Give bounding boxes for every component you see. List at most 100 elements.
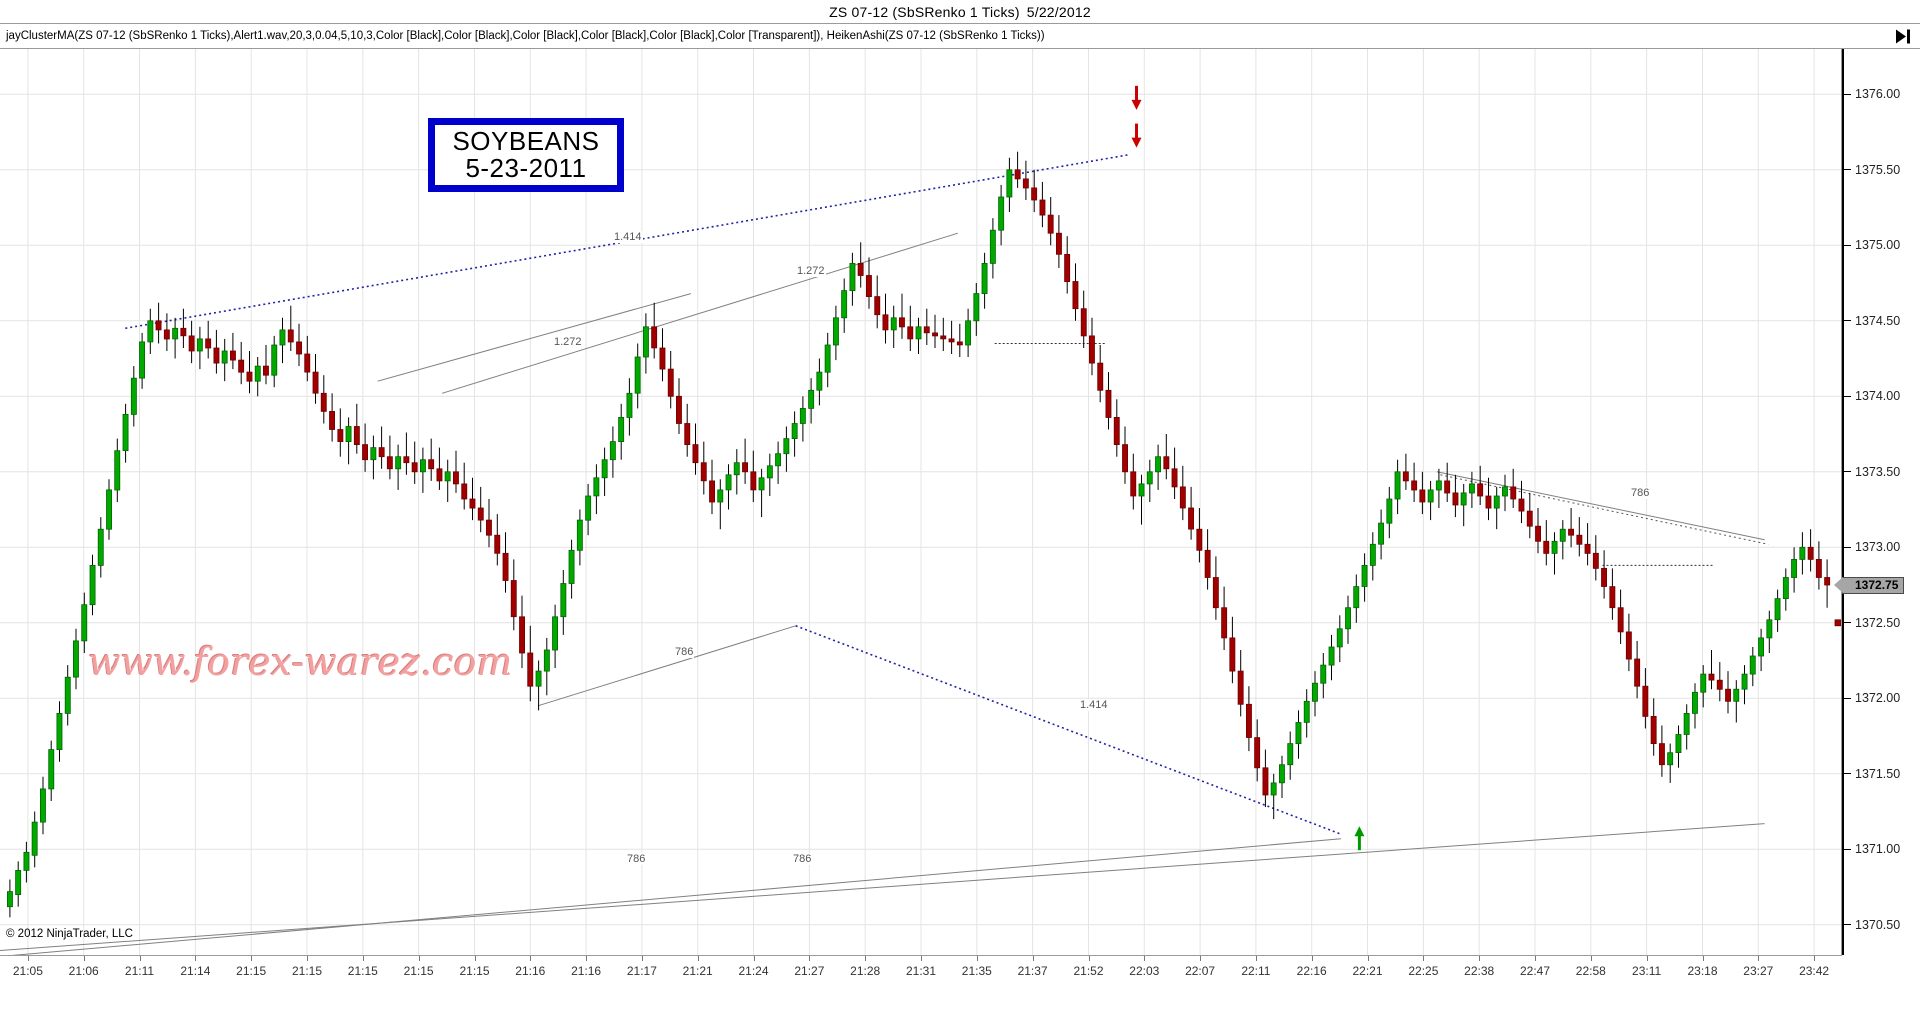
price-axis[interactable]: 1376.00 1375.50 1375.00 1374.50 1374.00 1373.…: [1833, 49, 1920, 955]
last-price-marker[interactable]: 1372.75: [1833, 576, 1905, 594]
time-tick-mark: [251, 956, 253, 961]
price-tick-label: 1371.50: [1855, 766, 1901, 781]
price-tick-mark: [1844, 395, 1851, 397]
time-axis[interactable]: 21:05 21:06 21:11 21:14 21:15 21:15 21:15 21:15…: [0, 955, 1842, 1015]
price-axis-tick: 1374.00: [1844, 389, 1900, 403]
time-axis-tick-label: 21:15: [459, 964, 490, 978]
time-axis-tick-label: 21:52: [1073, 964, 1104, 978]
time-axis-tick-label: 21:24: [738, 964, 769, 978]
buy-arrow: [1354, 826, 1365, 851]
price-tick-label: 1375.50: [1855, 162, 1901, 177]
time-tick-mark: [362, 956, 364, 961]
time-axis-tick-label: 22:21: [1352, 964, 1383, 978]
time-tick-mark: [27, 956, 29, 961]
time-axis-tick-label: 23:11: [1632, 964, 1662, 978]
price-axis-tick: 1375.00: [1844, 238, 1900, 252]
fib-level-label: 786: [626, 853, 647, 865]
time-axis-tick-label: 22:11: [1241, 964, 1271, 978]
time-tick-mark: [139, 956, 141, 961]
time-axis-tick-label: 21:37: [1017, 964, 1048, 978]
indicator-description[interactable]: jayClusterMA(ZS 07-12 (SbSRenko 1 Ticks)…: [6, 30, 1045, 42]
time-tick-mark: [1144, 956, 1146, 961]
price-tick-mark: [1844, 697, 1851, 699]
chart-plot-area[interactable]: 1.414 1.272 1.272 786 1.414 786 786 786: [0, 49, 1842, 955]
time-tick-mark: [697, 956, 699, 961]
price-axis-tick: 1372.50: [1844, 616, 1900, 630]
time-tick-mark: [1200, 956, 1202, 961]
chart-text-annotation[interactable]: SOYBEANS 5-23-2011: [428, 118, 624, 192]
chart-canvas: [0, 49, 1841, 955]
time-axis-tick-label: 21:15: [236, 964, 267, 978]
time-tick-mark: [1255, 956, 1257, 961]
time-tick-mark: [1758, 956, 1760, 961]
time-tick-mark: [1311, 956, 1313, 961]
price-tick-mark: [1844, 546, 1851, 548]
annotation-line-2: 5-23-2011: [465, 153, 587, 183]
time-tick-mark: [474, 956, 476, 961]
time-tick-mark: [1367, 956, 1369, 961]
time-tick-mark: [195, 956, 197, 961]
time-tick-mark: [586, 956, 588, 961]
fib-level-label: 1.414: [1079, 699, 1109, 711]
time-tick-mark: [83, 956, 85, 961]
price-tick-label: 1374.50: [1855, 313, 1901, 328]
time-axis-tick-label: 22:47: [1519, 964, 1551, 978]
price-tick-label: 1372.00: [1855, 691, 1901, 706]
title-instrument: ZS 07-12 (SbSRenko 1 Ticks): [829, 3, 1020, 20]
fib-level-label: 786: [792, 853, 813, 865]
time-axis-tick-label: 21:17: [626, 964, 657, 978]
time-axis-tick-label: 21:16: [515, 964, 546, 978]
time-tick-mark: [418, 956, 420, 961]
price-tick-label: 1373.00: [1855, 540, 1901, 555]
time-tick-mark: [921, 956, 922, 961]
time-axis-tick-label: 21:31: [905, 964, 937, 978]
time-axis-tick-label: 21:28: [850, 964, 881, 978]
fib-level-label: 786: [674, 646, 695, 658]
time-axis-tick-label: 23:42: [1799, 964, 1830, 978]
play-triangle: [1896, 29, 1906, 43]
price-axis-tick: 1376.00: [1844, 87, 1900, 101]
price-tick-label: 1376.00: [1855, 87, 1901, 102]
price-tick-mark: [1844, 471, 1851, 473]
price-tick-mark: [1844, 169, 1851, 171]
price-tick-mark: [1844, 622, 1851, 624]
time-axis-tick-label: 22:16: [1296, 964, 1327, 978]
play-to-end-icon[interactable]: [1888, 29, 1910, 44]
time-axis-tick-label: 22:58: [1575, 964, 1606, 978]
price-tick-mark: [1844, 93, 1851, 95]
time-tick-mark: [307, 956, 308, 961]
time-tick-mark: [1423, 956, 1425, 961]
price-tick-label: 1371.00: [1855, 842, 1901, 857]
time-axis-tick-label: 23:18: [1687, 964, 1718, 978]
time-tick-mark: [809, 956, 811, 961]
time-tick-mark: [1814, 956, 1816, 961]
time-axis-tick-label: 21:05: [12, 964, 43, 978]
time-tick-mark: [1032, 956, 1034, 961]
price-axis-tick: 1370.50: [1844, 918, 1900, 932]
fib-level-label: 1.414: [613, 231, 643, 243]
price-axis-tick: 1373.00: [1844, 540, 1900, 554]
copyright-notice: © 2012 NinjaTrader, LLC: [6, 928, 133, 940]
time-axis-tick-label: 21:35: [961, 964, 992, 978]
sell-arrow: [1131, 85, 1142, 110]
time-tick-mark: [1479, 956, 1481, 961]
time-axis-tick-label: 21:11: [124, 964, 155, 978]
price-axis-tick: 1375.50: [1844, 163, 1900, 177]
price-axis-tick: 1371.00: [1844, 842, 1900, 856]
time-axis-tick-label: 21:15: [291, 964, 323, 978]
price-tick-mark: [1844, 320, 1851, 322]
time-axis-tick-label: 22:07: [1185, 964, 1216, 978]
price-axis-tick: 1372.00: [1844, 691, 1900, 705]
time-tick-mark: [530, 956, 532, 961]
price-tick-label: 1373.50: [1855, 464, 1901, 479]
price-tick-mark: [1844, 848, 1851, 850]
time-axis-tick-label: 21:15: [347, 964, 378, 978]
price-axis-tick: 1373.50: [1844, 465, 1900, 479]
time-tick-mark: [976, 956, 978, 961]
time-tick-mark: [1088, 956, 1090, 961]
time-tick-mark: [1590, 956, 1592, 961]
price-axis-tick: 1374.50: [1844, 314, 1900, 328]
time-tick-mark: [865, 956, 867, 961]
fib-level-label: 1.272: [553, 336, 583, 348]
time-axis-tick-label: 21:27: [794, 964, 825, 978]
